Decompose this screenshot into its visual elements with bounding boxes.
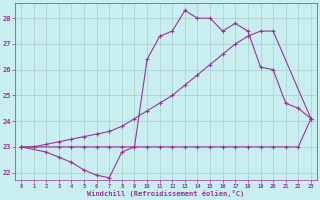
X-axis label: Windchill (Refroidissement éolien,°C): Windchill (Refroidissement éolien,°C) xyxy=(87,190,244,197)
